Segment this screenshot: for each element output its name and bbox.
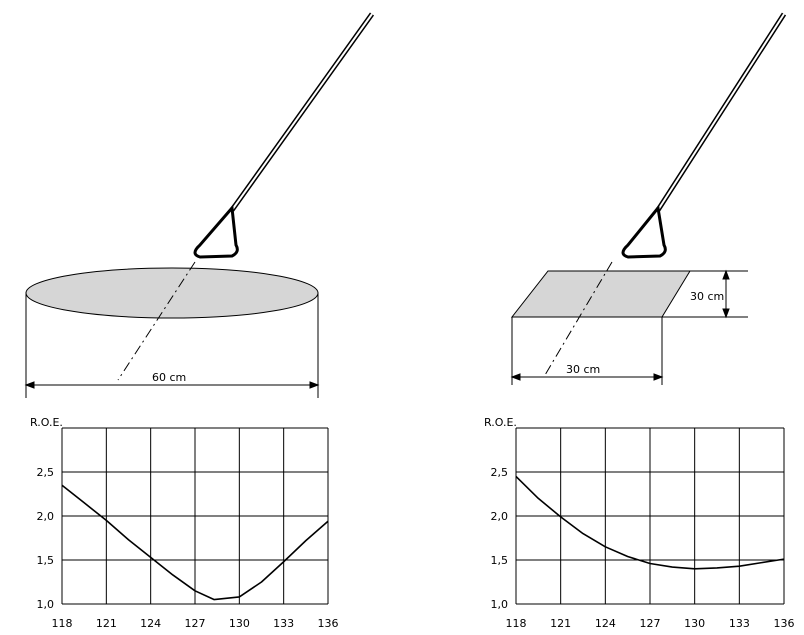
detection-area: [26, 268, 318, 318]
y-axis-label: R.O.E.: [484, 416, 517, 429]
x-tick-label: 136: [318, 617, 339, 630]
stick-highlight: [232, 14, 372, 210]
x-tick-label: 124: [595, 617, 616, 630]
detection-area: [512, 271, 690, 317]
y-tick-label: 2,5: [37, 466, 55, 479]
y-tick-label: 2,0: [491, 510, 509, 523]
y-tick-label: 1,5: [37, 554, 55, 567]
dimension-label: 30 cm: [566, 363, 600, 376]
y-axis-label: R.O.E.: [30, 416, 63, 429]
x-tick-label: 136: [774, 617, 795, 630]
right-illustration: [512, 14, 784, 385]
coil-head: [623, 208, 665, 257]
x-tick-label: 130: [684, 617, 705, 630]
x-tick-label: 118: [506, 617, 527, 630]
x-tick-label: 130: [229, 617, 250, 630]
left-illustration: [26, 14, 372, 398]
x-tick-label: 121: [96, 617, 117, 630]
y-tick-label: 1,5: [491, 554, 509, 567]
x-tick-label: 124: [140, 617, 161, 630]
x-tick-label: 127: [185, 617, 206, 630]
x-tick-label: 118: [52, 617, 73, 630]
dimension-label: 30 cm: [690, 290, 724, 303]
coil-head: [195, 208, 237, 257]
x-tick-label: 133: [273, 617, 294, 630]
x-tick-label: 133: [729, 617, 750, 630]
x-tick-label: 127: [640, 617, 661, 630]
y-tick-label: 2,5: [491, 466, 509, 479]
dimension-label: 60 cm: [152, 371, 186, 384]
y-tick-label: 1,0: [37, 598, 55, 611]
page: 60 cm 30 cm 30 cm 1,0 1,5 2,0 2,5 118 121 124 1…: [0, 0, 804, 635]
x-tick-label: 121: [550, 617, 571, 630]
y-tick-label: 1,0: [491, 598, 509, 611]
y-tick-label: 2,0: [37, 510, 55, 523]
